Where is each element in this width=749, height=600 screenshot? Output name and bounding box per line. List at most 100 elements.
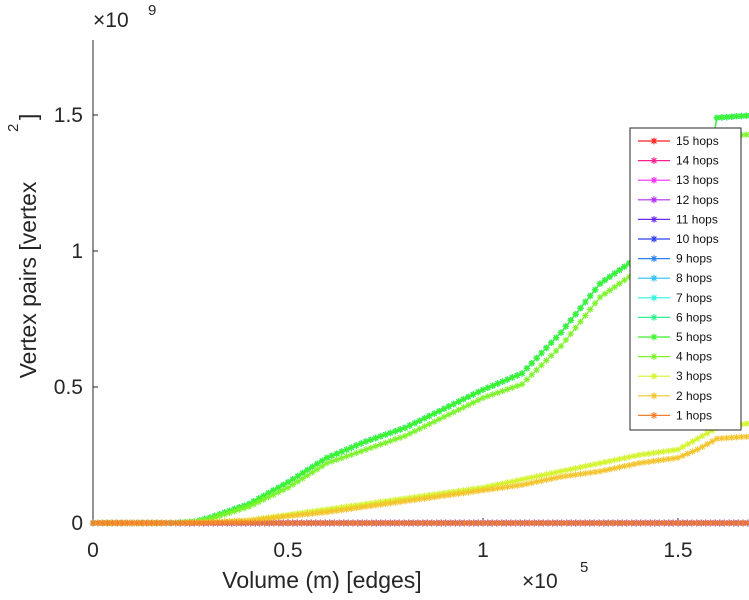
series-point [205, 519, 212, 527]
series-point [513, 382, 521, 390]
series-point [209, 519, 217, 527]
series-point [538, 349, 545, 357]
series-point [377, 519, 385, 527]
series-point [255, 516, 262, 523]
series-point [567, 330, 574, 338]
y-axis-label-group: Vertex pairs [vertex 2 ] [5, 114, 41, 379]
series-point [299, 469, 306, 477]
series-point [577, 318, 584, 325]
series-point [718, 114, 726, 121]
series-point [340, 519, 347, 527]
series-point [382, 431, 389, 438]
series-point [411, 419, 418, 427]
series-point [528, 360, 535, 367]
series-point [255, 495, 262, 502]
series-point [354, 519, 361, 527]
series-point [702, 519, 710, 527]
series-point [410, 519, 417, 527]
series-point [461, 519, 468, 527]
series-point [528, 474, 535, 481]
series-point [419, 519, 426, 527]
series-point [353, 442, 360, 449]
series-point [498, 519, 505, 527]
series-point [484, 519, 491, 527]
series-point [275, 514, 282, 521]
series-point [611, 283, 618, 291]
series-point [338, 454, 345, 462]
series-point [596, 294, 604, 301]
legend-marker [650, 137, 658, 145]
series-point [552, 334, 560, 341]
series-point [543, 471, 550, 478]
series-point [245, 503, 253, 510]
series-point [312, 519, 320, 527]
series-point [587, 292, 594, 300]
series-point [630, 452, 638, 460]
series-point [406, 497, 414, 504]
series-point [533, 478, 540, 486]
series-point [693, 519, 700, 527]
series-point [665, 455, 672, 463]
series-point [689, 438, 696, 445]
series-point [401, 498, 409, 505]
series-point [387, 429, 394, 437]
series-point [606, 466, 613, 473]
series-point [650, 457, 657, 465]
series-point [623, 519, 631, 527]
series-point [513, 477, 521, 484]
series-point [507, 519, 515, 527]
y-axis-label: Vertex pairs [vertex [15, 181, 41, 378]
series-point [323, 508, 331, 516]
y-tick-label: 1.5 [54, 104, 83, 127]
series-point [582, 298, 589, 306]
series-point [426, 420, 433, 428]
legend-entry: 8 hops [676, 271, 712, 285]
series-point [509, 478, 516, 485]
legend-entry: 7 hops [676, 291, 712, 305]
series-point [309, 463, 316, 471]
series-point [252, 519, 259, 527]
series-point [299, 475, 306, 482]
series-point [591, 460, 599, 468]
series-point [426, 494, 433, 502]
series-point [479, 519, 487, 527]
series-point [670, 519, 677, 527]
series-point [317, 519, 324, 527]
series-point [713, 114, 721, 121]
series-point [494, 380, 501, 387]
x-exponent-power: 5 [580, 559, 588, 576]
legend: 15 hops 14 hops 13 hops 12 hops 11 hops 10 ho… [629, 127, 742, 431]
series-point [674, 519, 682, 527]
series-point [743, 131, 749, 138]
series-point [328, 458, 336, 465]
series-point [357, 440, 365, 447]
series-point [172, 519, 179, 527]
series-point [284, 479, 292, 486]
series-point [372, 502, 379, 509]
series-point [445, 491, 453, 499]
series-point [518, 481, 526, 489]
series-point [733, 434, 740, 441]
series-point [568, 519, 575, 527]
series-point [694, 435, 701, 442]
series-point [424, 519, 431, 527]
series-point [314, 460, 321, 468]
series-point [503, 519, 510, 527]
series-point [538, 472, 545, 479]
series-point [711, 519, 719, 527]
series-point [382, 500, 389, 508]
series-point [353, 504, 360, 512]
series-point [611, 270, 618, 277]
series-point [382, 439, 389, 446]
series-point [596, 468, 604, 475]
series-point [577, 470, 584, 478]
series-point [621, 463, 628, 470]
series-point [601, 467, 609, 474]
series-point [280, 519, 287, 527]
series-point [689, 448, 696, 455]
x-exponent-base: ×10 [522, 570, 558, 593]
legend-marker [650, 294, 658, 302]
series-point [535, 519, 542, 527]
series-point [635, 451, 643, 459]
series-point [558, 519, 566, 527]
